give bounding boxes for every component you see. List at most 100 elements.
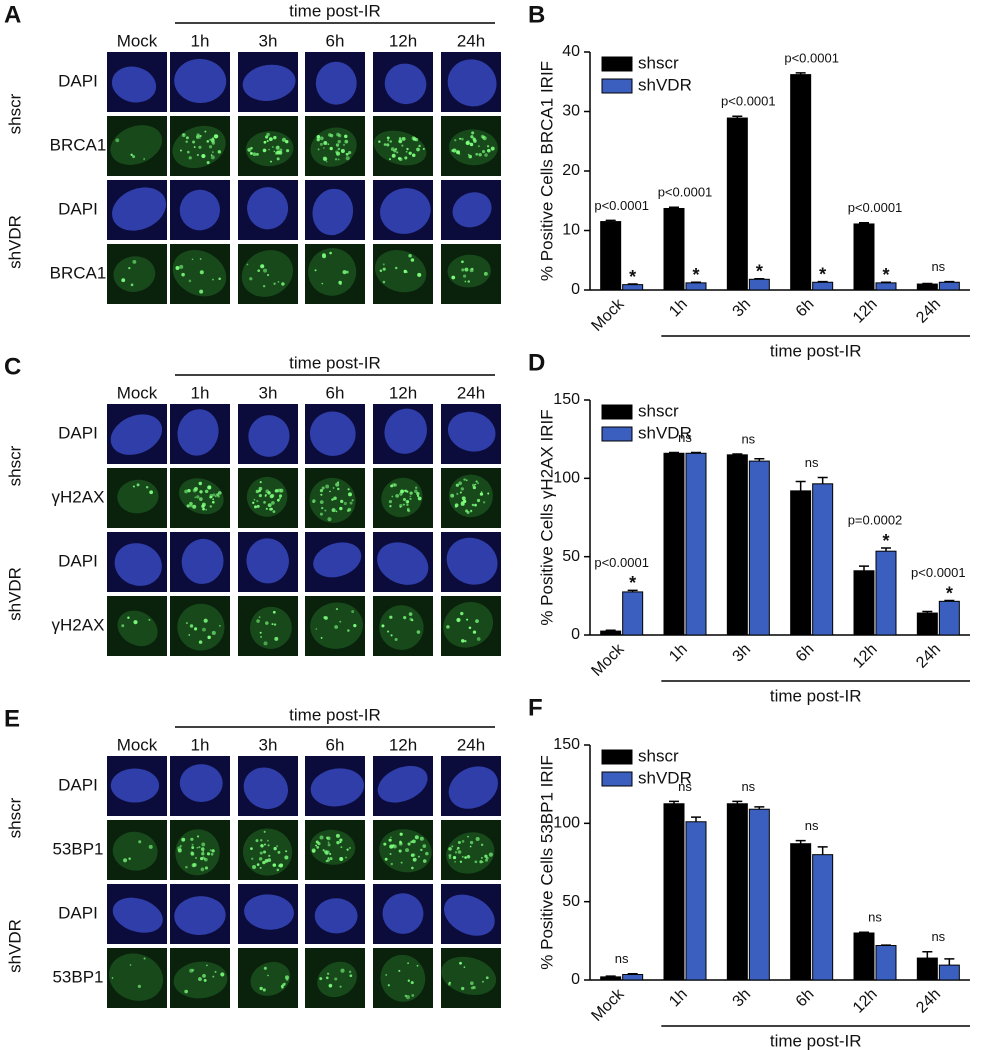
- focus: [390, 862, 394, 866]
- bar: [853, 223, 875, 291]
- focus: [382, 280, 386, 284]
- focus: [202, 507, 205, 511]
- focus: [409, 495, 412, 498]
- focus: [319, 142, 323, 146]
- focus: [399, 505, 402, 508]
- significance-star: *: [819, 264, 826, 284]
- header-label: time post-IR: [289, 705, 381, 724]
- focus: [407, 962, 409, 964]
- focus: [474, 503, 477, 507]
- focus: [340, 968, 345, 973]
- focus: [400, 489, 404, 494]
- focus: [316, 134, 321, 139]
- nucleus: [181, 538, 224, 584]
- focus: [386, 136, 390, 140]
- focus: [337, 158, 340, 161]
- error-bar: [732, 453, 743, 455]
- focus: [416, 491, 420, 496]
- nucleus: [177, 409, 219, 456]
- focus: [487, 492, 490, 495]
- focus: [259, 481, 262, 484]
- error-bar: [691, 816, 701, 822]
- focus: [263, 966, 267, 970]
- nucleus-stain: [241, 250, 294, 297]
- y-axis-label: % Positive Cells 53BP1 IRIF: [537, 755, 556, 969]
- legend-swatch: [601, 404, 633, 420]
- error-bar: [627, 589, 638, 592]
- bar: [600, 221, 622, 291]
- nucleus: [447, 59, 497, 107]
- focus: [409, 491, 413, 495]
- focus: [138, 840, 142, 844]
- focus: [188, 156, 192, 160]
- focus: [411, 866, 414, 870]
- focus: [143, 957, 146, 960]
- nucleus: [114, 543, 162, 586]
- focus: [457, 841, 461, 845]
- focus: [405, 150, 408, 153]
- focus: [387, 139, 390, 142]
- focus: [471, 503, 475, 507]
- focus: [198, 977, 202, 981]
- nucleus-stain: [441, 956, 497, 995]
- focus: [452, 856, 457, 860]
- focus: [277, 488, 282, 493]
- p-value-label: ns: [615, 951, 629, 966]
- focus: [325, 850, 330, 855]
- focus: [325, 160, 328, 163]
- focus: [254, 505, 258, 509]
- focus: [258, 616, 261, 619]
- nucleus: [310, 768, 365, 807]
- nucleus-stain: [245, 131, 294, 167]
- focus: [327, 857, 330, 860]
- focus: [271, 623, 274, 626]
- focus: [321, 506, 324, 510]
- focus: [406, 490, 409, 493]
- focus: [209, 505, 212, 508]
- focus: [273, 846, 277, 851]
- bar: [663, 803, 685, 981]
- nucleus: [244, 894, 294, 930]
- focus: [272, 510, 276, 514]
- focus: [481, 149, 486, 154]
- focus: [204, 489, 209, 494]
- row-label: 53BP1: [52, 967, 103, 986]
- focus: [394, 266, 398, 270]
- focus: [346, 848, 349, 851]
- y-tick-label: 100: [553, 815, 580, 832]
- nucleus-stain: [448, 474, 493, 518]
- significance-star: *: [882, 531, 889, 551]
- error-bar: [881, 547, 891, 552]
- focus: [417, 272, 422, 277]
- column-label: 1h: [191, 735, 210, 754]
- column-label: 3h: [259, 735, 278, 754]
- focus: [257, 269, 261, 273]
- focus: [464, 267, 469, 272]
- focus: [480, 843, 484, 847]
- focus: [389, 504, 392, 508]
- focus: [279, 148, 283, 152]
- nucleus: [246, 538, 289, 584]
- focus: [408, 151, 412, 155]
- focus: [283, 982, 286, 985]
- focus: [255, 152, 259, 156]
- legend-label: shscr: [638, 401, 679, 420]
- focus: [315, 628, 318, 630]
- error-bar: [922, 282, 933, 285]
- column-label: 24h: [457, 31, 485, 50]
- nucleus: [110, 768, 160, 803]
- focus: [311, 849, 316, 853]
- focus: [408, 253, 412, 258]
- focus: [450, 493, 455, 498]
- focus: [339, 856, 344, 861]
- focus: [212, 975, 215, 978]
- focus: [472, 137, 476, 141]
- focus: [414, 486, 418, 490]
- focus: [386, 143, 390, 147]
- focus: [200, 867, 205, 872]
- focus: [211, 630, 216, 636]
- error-bar: [605, 629, 616, 632]
- focus: [390, 147, 395, 152]
- legend-label: shVDR: [638, 423, 692, 442]
- focus: [276, 498, 280, 502]
